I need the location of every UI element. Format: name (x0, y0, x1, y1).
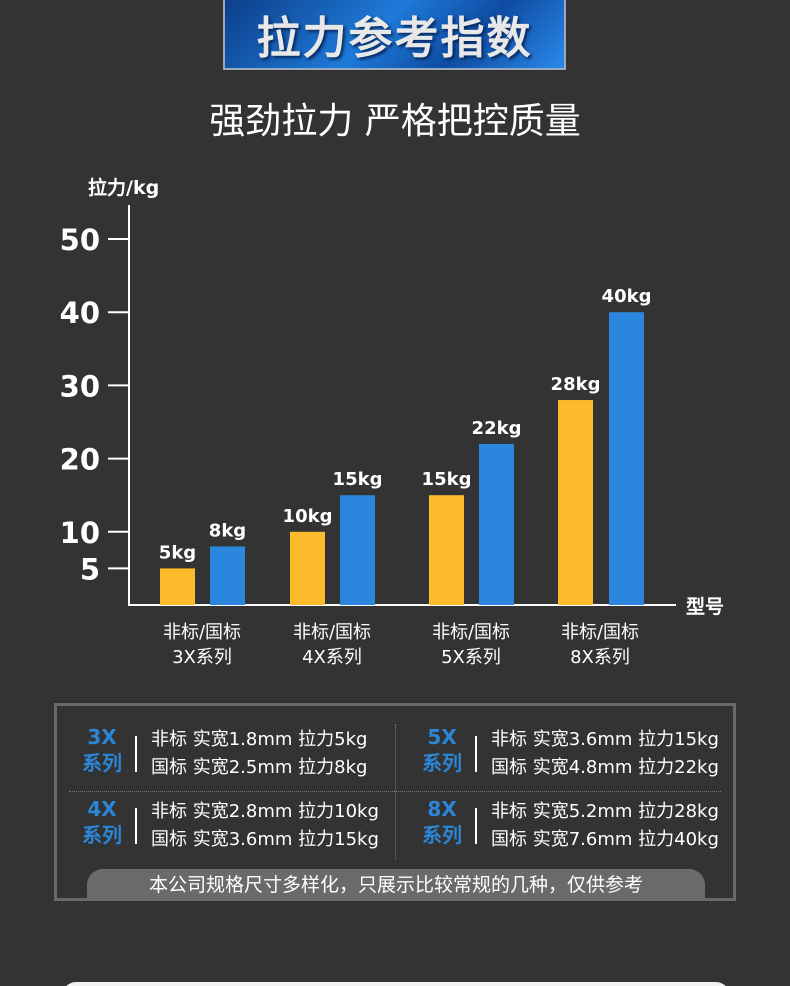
horizontal-divider (69, 791, 721, 792)
series-suffix: 系列 (82, 751, 122, 775)
spec-line: 国标 实宽4.8mm 拉力22kg (491, 757, 719, 778)
category-label: 3X系列 (172, 647, 232, 668)
series-code: 3X (87, 725, 117, 749)
series-label: 5X 系列 (417, 724, 467, 776)
vertical-divider (395, 724, 396, 860)
series-label: 4X 系列 (77, 796, 127, 848)
series-code: 5X (427, 725, 457, 749)
x-axis-label: 型号 (686, 595, 724, 618)
banner-title: 拉力参考指数 (256, 13, 533, 64)
y-tick-label: 40 (60, 296, 100, 330)
y-tick-label: 10 (60, 516, 100, 550)
category-label: 5X系列 (441, 647, 501, 668)
y-tick-label: 20 (60, 443, 100, 477)
series-code: 8X (427, 797, 457, 821)
spec-cell: 3X 系列 非标 实宽1.8mm 拉力5kg 国标 实宽2.5mm 拉力8kg (67, 724, 407, 794)
data-label: 22kg (472, 418, 522, 439)
spec-line: 国标 实宽7.6mm 拉力40kg (491, 829, 719, 850)
category-label: 4X系列 (302, 647, 362, 668)
separator (475, 808, 477, 844)
data-label: 15kg (333, 469, 383, 490)
bar-非标 (558, 400, 593, 605)
data-label: 5kg (159, 542, 196, 563)
y-tick-label: 50 (60, 223, 100, 257)
subtitle: 强劲拉力 严格把控质量 (209, 101, 581, 142)
bar-非标 (429, 495, 464, 605)
category-label: 非标/国标 (293, 622, 371, 643)
spec-cell: 5X 系列 非标 实宽3.6mm 拉力15kg 国标 实宽4.8mm 拉力22kg (407, 724, 747, 794)
spec-line: 国标 实宽3.6mm 拉力15kg (151, 829, 379, 850)
spec-cell: 8X 系列 非标 实宽5.2mm 拉力28kg 国标 实宽7.6mm 拉力40kg (407, 796, 747, 866)
bar-国标 (479, 443, 514, 605)
data-label: 10kg (283, 506, 333, 527)
category-label: 8X系列 (570, 647, 630, 668)
bar-国标 (609, 312, 644, 605)
y-axis-label: 拉力/kg (88, 176, 159, 199)
bar-chart: 拉力/kg型号510203040505kg8kg非标/国标3X系列10kg15k… (60, 176, 724, 668)
spec-line: 非标 实宽3.6mm 拉力15kg (491, 729, 719, 750)
category-label: 非标/国标 (163, 622, 241, 643)
series-label: 8X 系列 (417, 796, 467, 848)
spec-line: 非标 实宽1.8mm 拉力5kg (151, 729, 368, 750)
spec-line: 非标 实宽5.2mm 拉力28kg (491, 801, 719, 822)
series-suffix: 系列 (422, 751, 462, 775)
bar-非标 (290, 531, 325, 605)
series-suffix: 系列 (422, 823, 462, 847)
bar-非标 (160, 568, 195, 605)
category-label: 非标/国标 (561, 622, 639, 643)
separator (475, 736, 477, 772)
title-banner: 拉力参考指数 (223, 0, 566, 70)
spec-table: 3X 系列 非标 实宽1.8mm 拉力5kg 国标 实宽2.5mm 拉力8kg 5X 系列… (54, 703, 736, 901)
spec-line: 国标 实宽2.5mm 拉力8kg (151, 757, 368, 778)
bar-国标 (210, 546, 245, 605)
bar-国标 (340, 495, 375, 605)
spec-line: 非标 实宽2.8mm 拉力10kg (151, 801, 379, 822)
spec-cell: 4X 系列 非标 实宽2.8mm 拉力10kg 国标 实宽3.6mm 拉力15kg (67, 796, 407, 866)
series-suffix: 系列 (82, 823, 122, 847)
data-label: 8kg (209, 520, 246, 541)
next-section-card (62, 982, 730, 986)
data-label: 40kg (602, 286, 652, 307)
y-tick-label: 30 (60, 369, 100, 403)
data-label: 15kg (422, 469, 472, 490)
separator (135, 808, 137, 844)
note-banner: 本公司规格尺寸多样化，只展示比较常规的几种，仅供参考 (87, 869, 705, 901)
y-tick-label: 5 (80, 552, 100, 586)
data-label: 28kg (551, 374, 601, 395)
category-label: 非标/国标 (432, 622, 510, 643)
series-code: 4X (87, 797, 117, 821)
separator (135, 736, 137, 772)
series-label: 3X 系列 (77, 724, 127, 776)
